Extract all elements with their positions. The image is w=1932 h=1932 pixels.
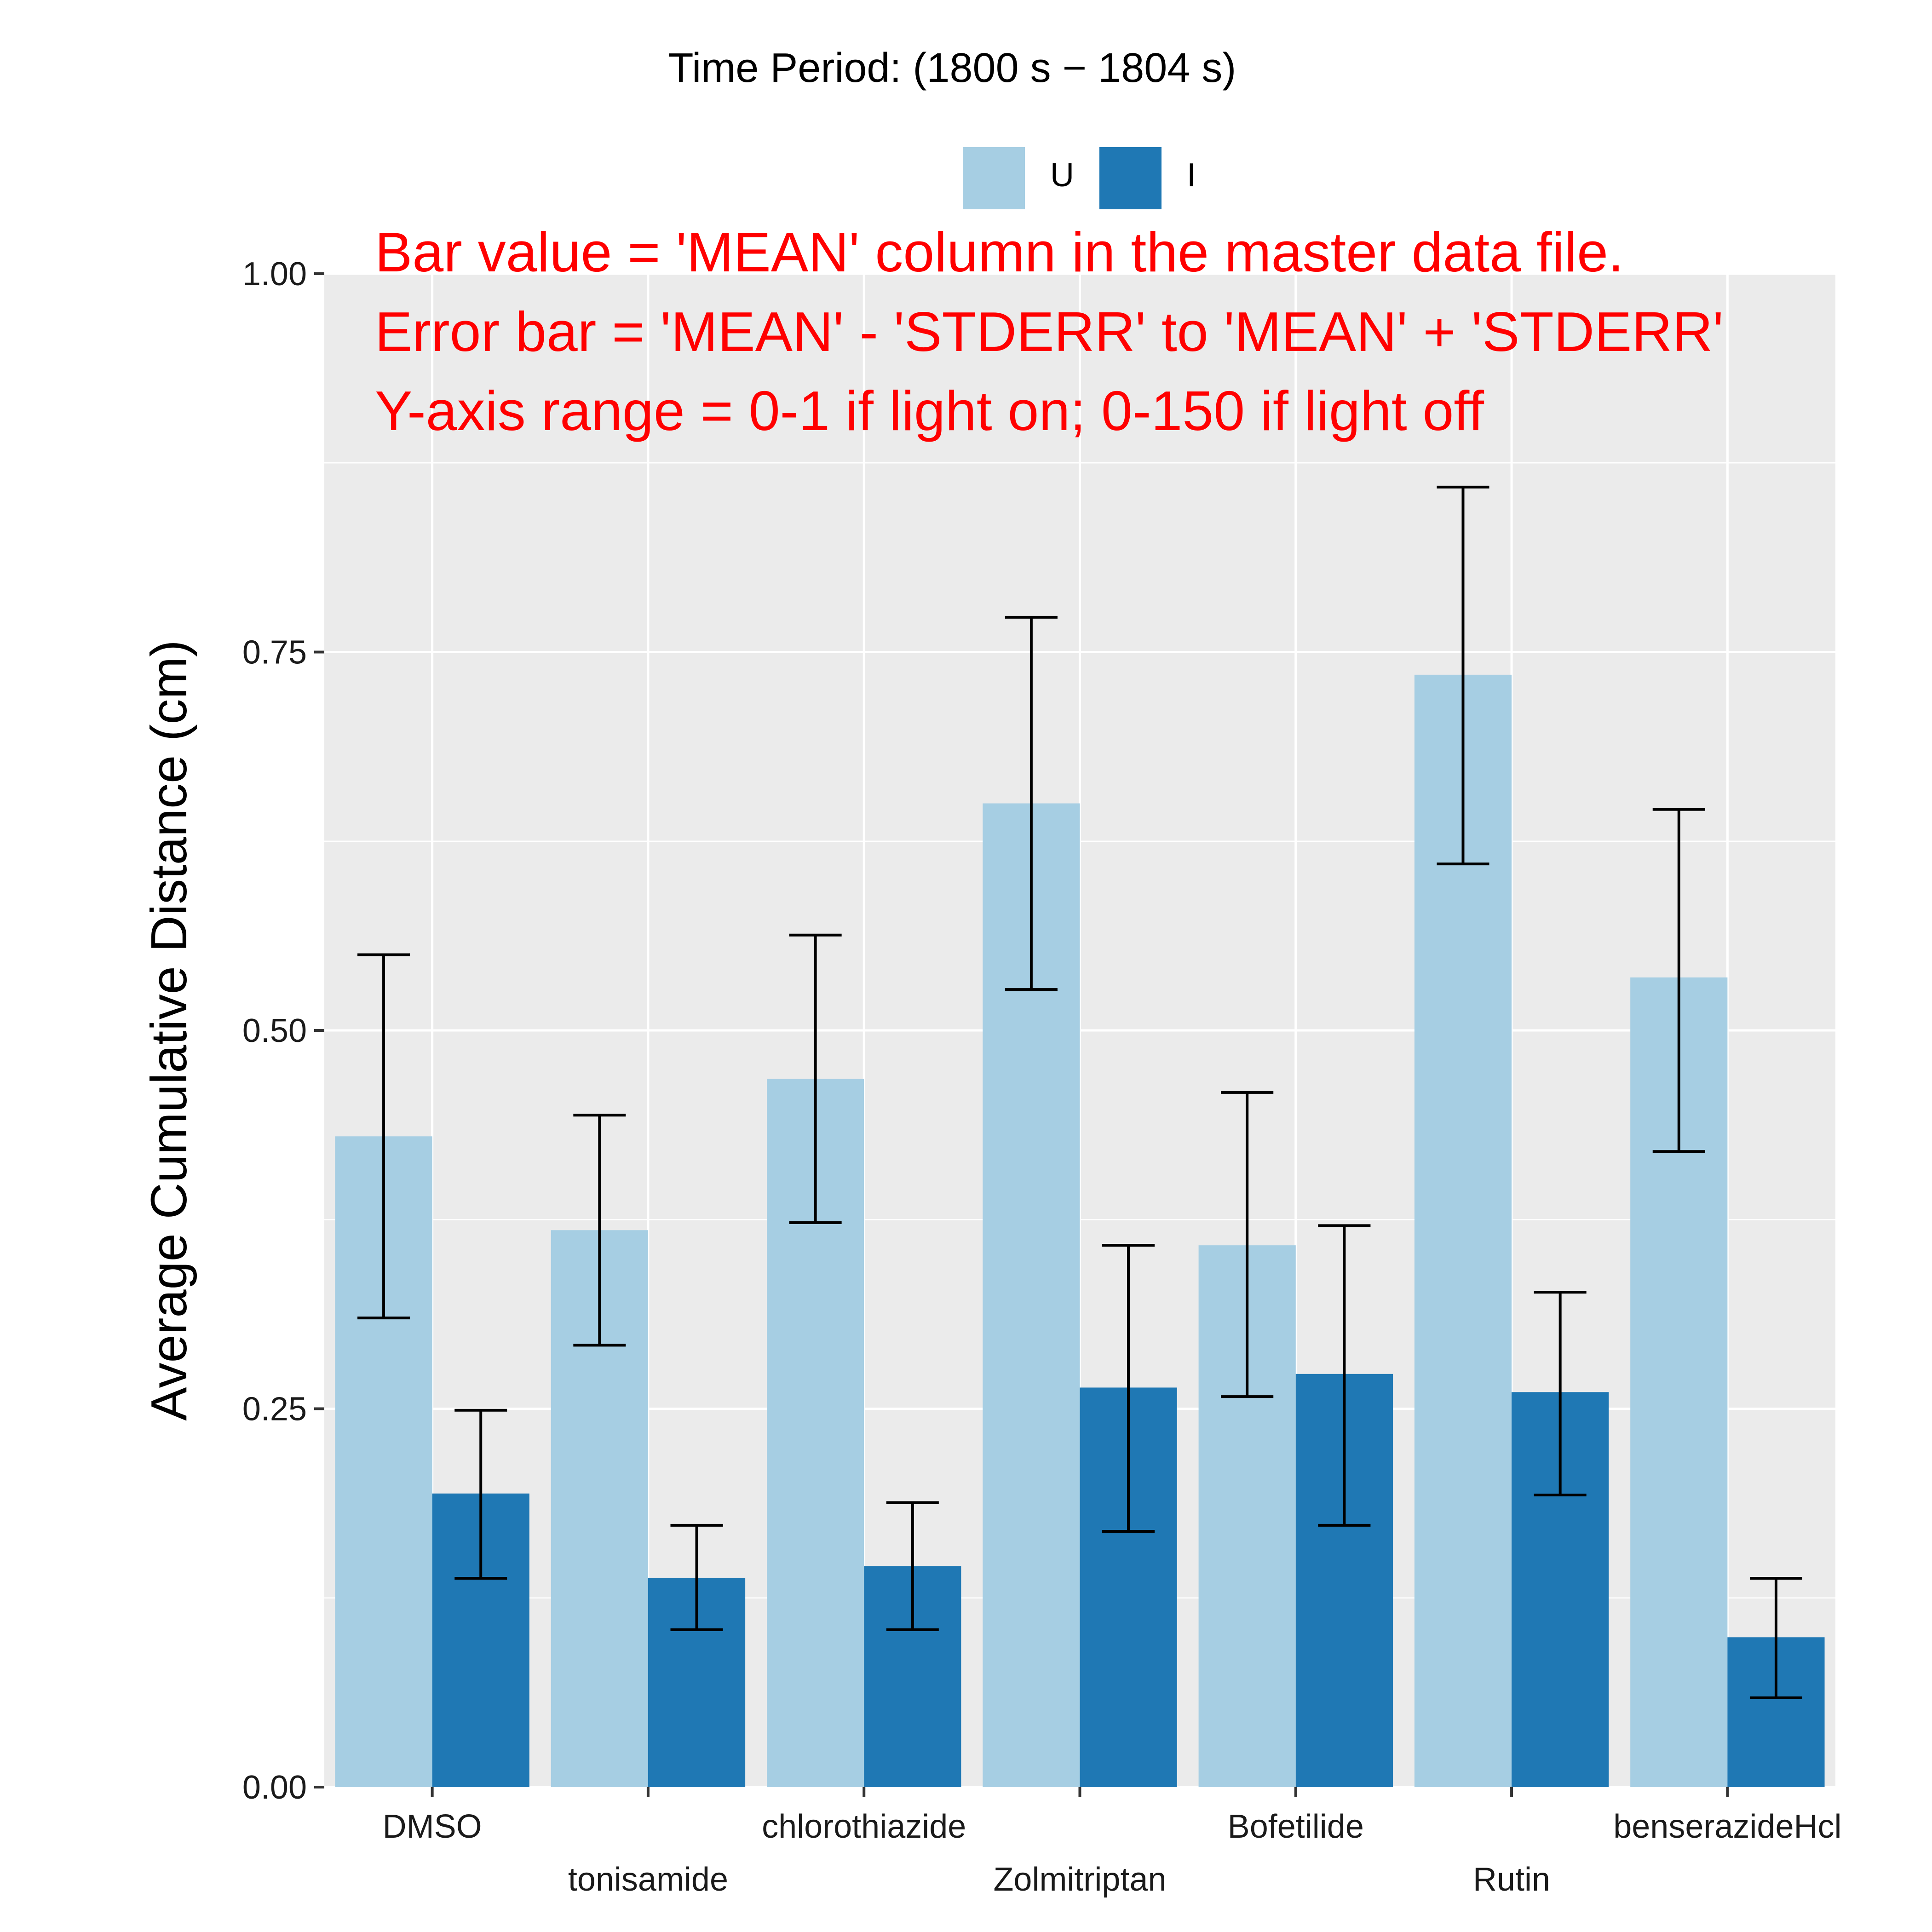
y-tick-label: 0.25 [242,1391,307,1428]
legend-label-i: I [1187,157,1196,194]
x-tick-label: chlorothiazide [762,1808,966,1845]
error-bars [357,485,1802,1699]
legend-key-u [963,147,1025,209]
legend-key-i [1099,147,1162,209]
legend: U I [963,147,1196,209]
annotation-line-3: Y-axis range = 0-1 if light on; 0-150 if… [375,380,1484,442]
x-tick-label: DMSO [383,1808,482,1845]
annotation-line-2: Error bar = 'MEAN' - 'STDERR' to 'MEAN' … [375,300,1724,363]
legend-label-u: U [1050,157,1074,194]
y-tick-label: 0.75 [242,634,307,671]
chart-title: Time Period: (1800 s − 1804 s) [668,45,1236,91]
y-axis-label: Average Cumulative Distance (cm) [141,640,197,1420]
x-tick-label: Bofetilide [1228,1808,1364,1845]
x-tick-label: tonisamide [568,1861,728,1898]
axes: 0.00 0.25 0.50 0.75 1.00 DMSO tonisamide chloro… [242,256,1842,1898]
y-tick-label: 0.00 [242,1769,307,1806]
x-tick-label: Rutin [1473,1861,1550,1898]
y-tick-label: 1.00 [242,256,307,293]
bars [335,674,1825,1787]
y-tick-label: 0.50 [242,1012,307,1049]
annotation-line-1: Bar value = 'MEAN' column in the master … [375,221,1624,283]
annotation-block: Bar value = 'MEAN' column in the master … [375,221,1724,442]
x-tick-label: benserazideHcl [1613,1808,1841,1845]
x-tick-label: Zolmitriptan [993,1861,1166,1898]
